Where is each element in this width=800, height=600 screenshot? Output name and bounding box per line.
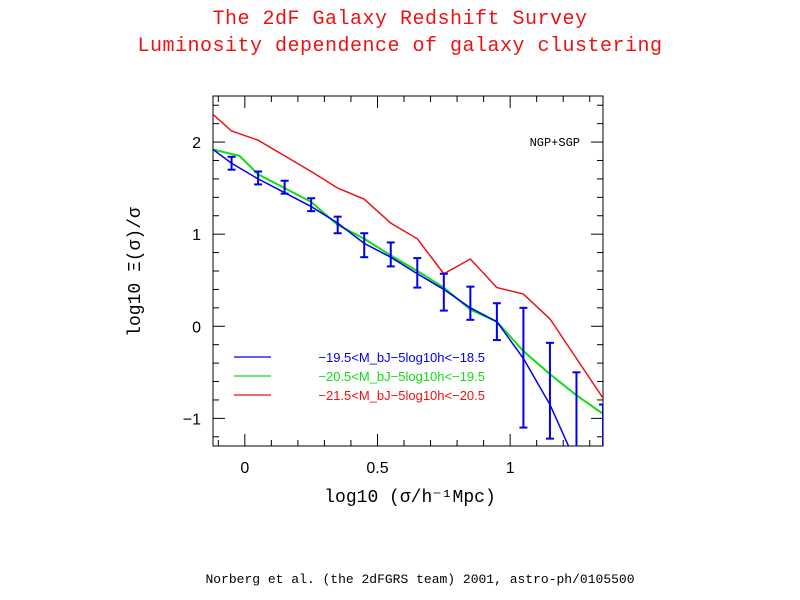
- error-bar: [439, 272, 448, 312]
- legend-label-0: −19.5<M_bJ−5log10h<−18.5: [318, 350, 485, 365]
- y-tick-label: −1: [183, 411, 201, 428]
- axis-ticks: [213, 96, 603, 446]
- error-bar: [572, 371, 581, 446]
- error-bar: [466, 285, 475, 321]
- y-tick-label: 2: [192, 135, 201, 152]
- x-tick-label: 1: [506, 460, 515, 477]
- series-line-2: [213, 113, 603, 399]
- error-bar: [254, 170, 263, 186]
- plot-area: [213, 113, 603, 446]
- legend-label-1: −20.5<M_bJ−5log10h<−19.5: [318, 369, 485, 384]
- chart-title: The 2dF Galaxy Redshift Survey: [212, 8, 588, 31]
- legend: −19.5<M_bJ−5log10h<−18.5 −20.5<M_bJ−5log1…: [234, 350, 485, 403]
- error-bar: [413, 257, 422, 289]
- y-axis-label: log10 Ξ(σ)/σ: [126, 207, 146, 337]
- x-tick-label: 0: [240, 460, 249, 477]
- chart-subtitle: Luminosity dependence of galaxy clusteri…: [137, 35, 663, 58]
- x-tick-label: 0.5: [366, 460, 388, 477]
- annotation-label: NGP+SGP: [530, 136, 580, 150]
- error-bar: [519, 306, 528, 429]
- series-line-1: [213, 148, 603, 415]
- error-bar: [599, 403, 603, 446]
- error-bar: [227, 155, 236, 171]
- y-tick-label: 1: [192, 227, 201, 244]
- error-bar: [280, 179, 289, 195]
- error-bar: [360, 232, 369, 259]
- legend-label-2: −21.5<M_bJ−5log10h<−20.5: [318, 388, 485, 403]
- x-axis-label: log10 (σ/h⁻¹Mpc): [324, 488, 496, 508]
- tick-labels: 0 0.5 1 −1 0 1 2: [183, 135, 515, 477]
- error-bar: [386, 241, 395, 268]
- error-bar: [545, 341, 554, 440]
- error-bar: [492, 302, 501, 342]
- error-bar: [307, 197, 316, 213]
- error-bar: [333, 215, 342, 235]
- y-tick-label: 0: [192, 319, 201, 336]
- credit-text: Norberg et al. (the 2dFGRS team) 2001, a…: [205, 572, 635, 587]
